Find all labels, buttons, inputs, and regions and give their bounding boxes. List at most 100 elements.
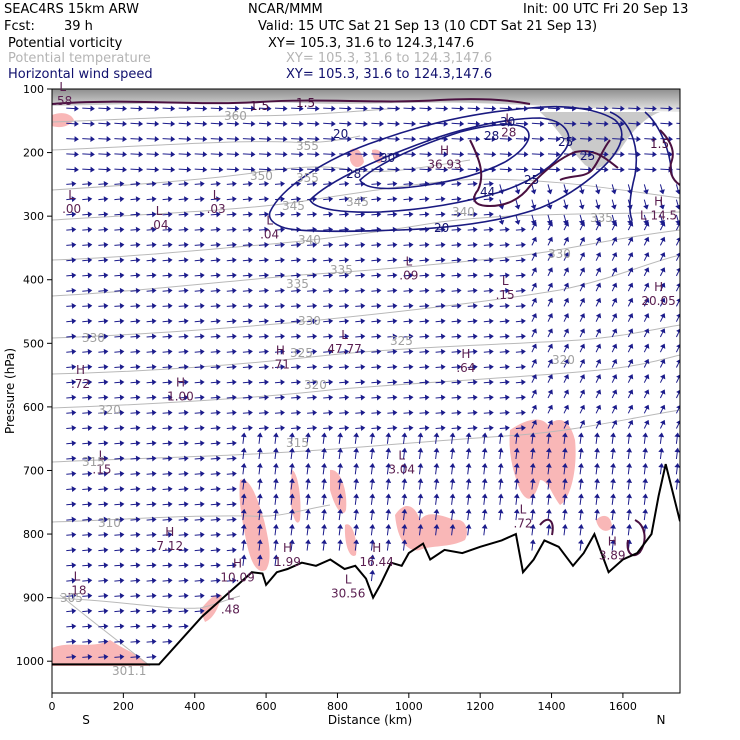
theta-label: 335 [590, 211, 613, 225]
cloud-region [52, 640, 150, 666]
wind-vector-head [523, 151, 529, 158]
extremum-value: .04 [149, 218, 168, 232]
wind-vector-head [369, 554, 376, 560]
wind-vector-head [337, 493, 344, 499]
wind-vector-head [489, 333, 494, 340]
wind-vector-head [408, 181, 414, 187]
wind-vector-head [408, 257, 414, 264]
wind-vector-head [87, 196, 93, 203]
wind-vector-head [595, 343, 602, 349]
wind-vector-head [266, 136, 272, 143]
wind-vector-head [457, 211, 462, 218]
wind-vector-head [440, 302, 446, 309]
wind-vector-head [151, 516, 157, 523]
wind-vector-head [417, 478, 424, 484]
wind-vector-head [248, 394, 253, 401]
wind-vector-head [248, 272, 253, 279]
wind-vector-head [668, 136, 674, 143]
wind-vector-head [644, 267, 650, 273]
wind-vector-head [481, 493, 488, 499]
wind-vector-head [312, 211, 318, 218]
wind-contour-upper [609, 111, 637, 221]
contour-labels: 360 355 350 355 345 345 340 340 335 335 … [60, 96, 669, 678]
wind-vector-head [417, 463, 424, 468]
wind-vector-head [489, 272, 494, 279]
wind-vector-head [627, 419, 634, 426]
wind-vector-head [531, 252, 537, 258]
wind-vector-head [563, 252, 570, 258]
wind-vector-head [232, 486, 237, 492]
wind-vector-head [232, 577, 237, 584]
wind-vector-head [344, 379, 350, 386]
wind-vector-head [626, 447, 633, 453]
wind-vector-head [135, 318, 141, 325]
wind-vector-head [299, 151, 304, 158]
wind-vector-head [315, 151, 320, 158]
wind-vector-head [184, 516, 189, 523]
extremum-value: .15 [92, 463, 111, 477]
wind-vector-head [256, 554, 263, 560]
wind-vector-head [87, 257, 93, 264]
wind-vector-head [595, 389, 602, 395]
wind-vector-head [122, 151, 127, 158]
wind-vector-head [427, 105, 433, 112]
wind-vector-head [505, 302, 510, 309]
wind-vector-head [344, 364, 350, 370]
wind-vector-head [547, 419, 553, 426]
y-tick-label: 500 [23, 337, 44, 350]
wind-vector-head [151, 272, 157, 279]
wind-vector-head [529, 508, 536, 514]
wind-vector-head [312, 409, 318, 416]
extremum-type: L [345, 573, 352, 587]
wind-vector-head [353, 447, 360, 453]
y-tick-label: 900 [23, 592, 44, 605]
wind-vector-head [218, 151, 224, 158]
wind-vector-head [685, 122, 688, 126]
wind-vector-head [103, 425, 109, 431]
wind-vector-head [505, 318, 510, 325]
wind-vector-head [611, 221, 618, 227]
wind-vector-head [71, 379, 77, 386]
wind-vector-head [563, 404, 570, 410]
wind-vector-head [119, 242, 125, 248]
wind-vector-head [216, 257, 221, 264]
wind-vector-head [240, 554, 247, 560]
wind-vector-head [106, 151, 112, 158]
wind-vector-head [248, 364, 253, 370]
cloud-region [350, 148, 364, 168]
wind-vector-head [71, 501, 77, 508]
wind-vector-head [611, 313, 618, 319]
wind-vector-head [103, 302, 109, 309]
wind-vector-head [138, 120, 144, 127]
wind-vector-head [280, 348, 285, 355]
wind-vector-head [71, 226, 77, 233]
wind-vector-head [676, 237, 680, 242]
wind-vector-head [360, 425, 366, 431]
wind-vector-head [289, 447, 295, 453]
plot-frame [51, 88, 681, 694]
extremum-type: L [74, 569, 81, 583]
wind-vector-head [103, 531, 109, 538]
wind-vector-head [135, 272, 141, 279]
wind-vector-head [135, 181, 141, 187]
wind-vector-head [331, 105, 336, 112]
wind-vector-head [392, 181, 398, 187]
extremum-value: 20.05 [641, 294, 675, 308]
wind-vector-head [248, 409, 253, 416]
org-title: NCAR/MMM [248, 2, 323, 17]
wind-vector-head [305, 447, 311, 453]
wind-vector-head [556, 105, 561, 112]
wind-vector-head [644, 358, 650, 365]
wind-vector-head [676, 313, 680, 318]
wind-vector-head [594, 493, 600, 499]
wind-vector-head [563, 282, 570, 288]
cloud-region [509, 419, 576, 505]
wind-vector-head [337, 432, 344, 438]
wind-vector-head [531, 343, 537, 349]
wind-vector-head [578, 204, 585, 210]
wind-vector-head [296, 196, 302, 203]
wind-vector-head [611, 236, 618, 243]
wind-vector-head [627, 374, 634, 380]
y-axis-label: Pressure (hPa) [3, 348, 17, 434]
wind-vector-head [424, 302, 430, 309]
